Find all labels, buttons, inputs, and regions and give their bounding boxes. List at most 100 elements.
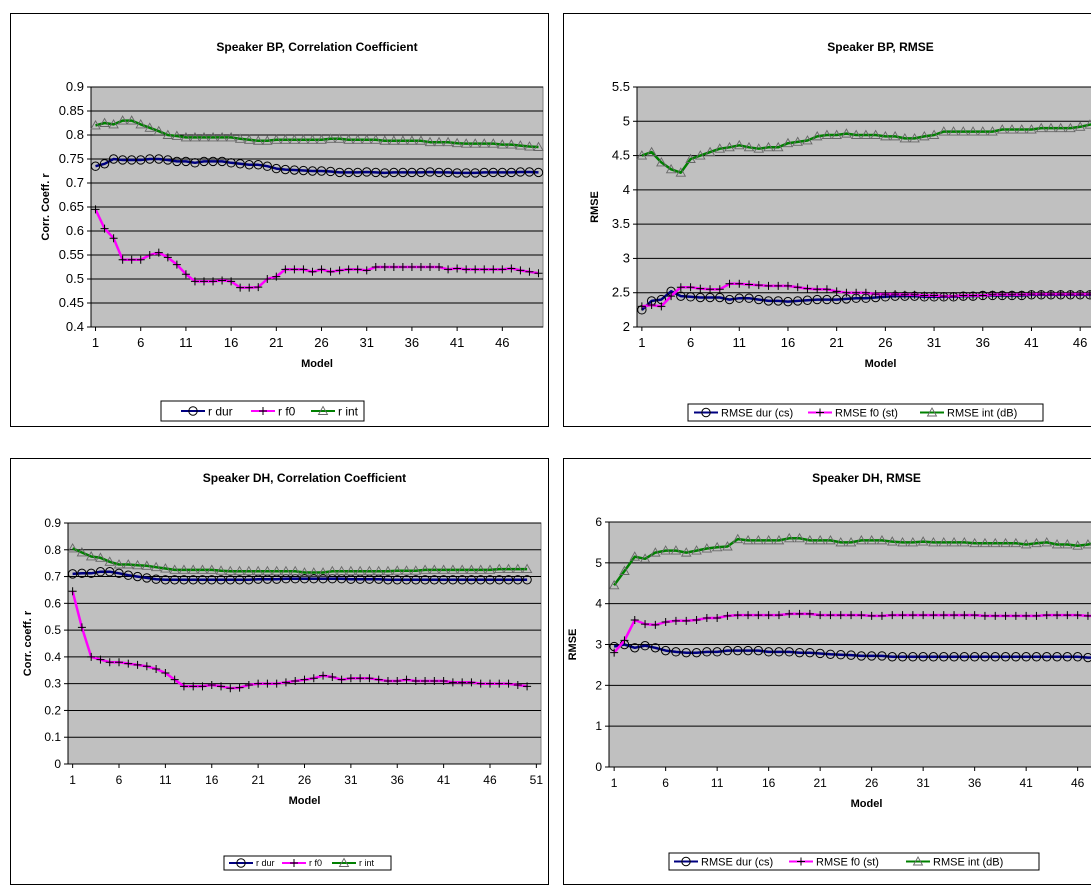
chart-panel-dh-rmse: Speaker DH, RMSE 0 1 2 3 4 5 6 1 6 11 16 21 26 31 36 41 4…	[563, 458, 1091, 885]
data-point	[448, 575, 458, 585]
data-point	[764, 281, 773, 290]
data-point	[763, 647, 774, 657]
data-point	[513, 575, 523, 585]
data-point	[1046, 290, 1055, 299]
legend-label: RMSE f0 (st)	[835, 407, 898, 419]
data-point	[126, 155, 137, 165]
data-point	[506, 167, 517, 178]
data-point	[785, 609, 794, 618]
y-tick-label: 0.1	[44, 730, 61, 744]
data-point	[371, 167, 381, 178]
data-point	[681, 647, 691, 658]
data-point	[337, 675, 346, 684]
data-point	[243, 565, 255, 576]
data-point	[704, 146, 716, 157]
data-point	[742, 534, 754, 545]
data-point	[1041, 536, 1053, 547]
x-tick-label: 46	[495, 335, 509, 350]
data-point	[153, 125, 165, 136]
data-point	[179, 682, 188, 691]
data-point	[712, 647, 722, 657]
y-tick-label: 5.5	[612, 79, 630, 94]
data-point	[225, 575, 236, 585]
data-point	[917, 536, 929, 546]
legend-label: RMSE int (dB)	[947, 407, 1017, 419]
data-point	[299, 567, 310, 577]
data-point	[307, 166, 318, 176]
data-point	[280, 134, 291, 144]
data-point	[118, 255, 127, 264]
x-tick-label: 36	[391, 773, 405, 787]
data-point	[382, 565, 394, 576]
data-point	[99, 159, 110, 169]
data-point	[488, 138, 499, 148]
data-point	[685, 292, 696, 302]
data-point	[803, 284, 812, 293]
x-tick-label: 21	[813, 776, 827, 790]
data-point	[117, 155, 128, 165]
data-point	[651, 620, 660, 629]
data-point	[442, 136, 454, 147]
data-point	[715, 292, 725, 303]
y-tick-label: 4	[595, 597, 602, 611]
x-tick-label: 6	[116, 773, 123, 787]
chart-svg: Speaker BP, Correlation Coefficient 0.4 0.…	[40, 40, 544, 422]
data-point	[637, 302, 646, 311]
legend-marker	[926, 407, 938, 417]
data-point	[804, 534, 816, 545]
data-point	[516, 266, 525, 275]
chart-panel-bp-correlation: Speaker BP, Correlation Coefficient 0.4 0.…	[10, 13, 549, 427]
data-point	[424, 136, 436, 147]
y-tick-label: 0.4	[66, 319, 84, 334]
y-tick-label: 0.5	[66, 271, 84, 286]
data-point	[836, 650, 846, 660]
data-point	[352, 134, 363, 144]
data-point	[978, 291, 987, 300]
y-tick-label: 2	[623, 319, 630, 334]
x-tick-label: 41	[1019, 776, 1033, 790]
data-point	[438, 564, 449, 574]
y-tick-label: 0.7	[66, 175, 84, 190]
chart-title: Speaker DH, Correlation Coefficient	[203, 471, 406, 485]
data-point	[152, 664, 161, 673]
data-point	[813, 285, 822, 294]
data-point	[836, 611, 845, 620]
series-line	[72, 547, 528, 574]
data-point	[493, 563, 505, 574]
x-tick-label: 16	[762, 776, 776, 790]
data-point	[897, 652, 908, 662]
data-point	[675, 167, 687, 177]
data-point	[1063, 611, 1072, 620]
data-point	[734, 293, 744, 303]
data-point	[171, 130, 183, 140]
data-point	[970, 611, 979, 620]
data-point	[686, 283, 695, 292]
data-point	[630, 616, 639, 624]
data-point	[783, 281, 792, 290]
x-tick-label: 6	[662, 776, 669, 790]
data-point	[180, 131, 192, 142]
data-point	[657, 302, 666, 311]
data-point	[319, 671, 328, 680]
data-point	[356, 674, 365, 683]
data-point	[1042, 611, 1051, 620]
data-point	[899, 133, 911, 143]
data-point	[1000, 652, 1011, 662]
data-point	[691, 545, 702, 555]
data-point	[754, 281, 763, 290]
data-point	[105, 567, 115, 577]
data-point	[891, 290, 900, 299]
data-point	[702, 647, 712, 657]
data-point	[245, 283, 254, 292]
y-tick-label: 0.2	[44, 703, 61, 717]
data-point	[254, 283, 263, 292]
data-point	[660, 545, 671, 555]
data-point	[1065, 122, 1076, 133]
data-point	[316, 134, 327, 144]
data-point	[1016, 124, 1027, 134]
data-point	[861, 288, 870, 297]
data-point	[497, 139, 508, 149]
y-tick-label: 3	[623, 250, 630, 265]
data-point	[469, 138, 481, 148]
y-tick-label: 4	[623, 182, 630, 197]
